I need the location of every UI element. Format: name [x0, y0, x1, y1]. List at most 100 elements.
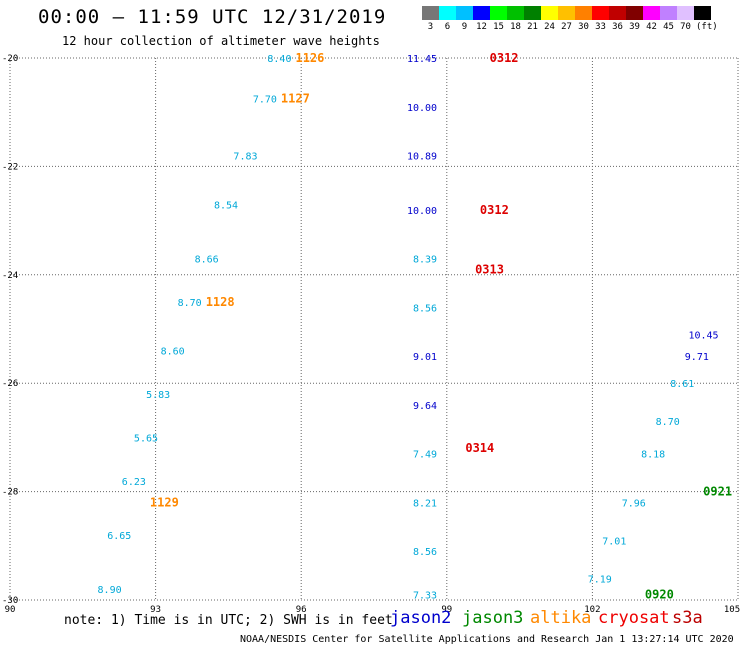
legend-label-14: 45: [663, 22, 674, 32]
wave-height-labels: 8.40 7.70 7.83 8.54 8.66 8.70 8.60 5.83 5.65 6.23…: [98, 51, 733, 602]
legend-swatch-12: [626, 6, 643, 20]
swh-label-jason2-6: 9.01: [413, 352, 437, 363]
swh-label-altika-2: 7.83: [233, 152, 257, 163]
swh-label-altika-9: 6.23: [122, 477, 146, 488]
swh-label-jason3-0: 10.45: [688, 330, 718, 341]
legend-swatch-9: [575, 6, 592, 20]
swh-label-altika-1: 7.70: [253, 95, 277, 106]
legend-label-8: 27: [561, 22, 572, 32]
y-tick-label-3: -26: [2, 379, 18, 389]
satellite-name-altika: altika: [530, 608, 592, 628]
y-tick-label-1: -22: [2, 162, 18, 172]
y-tick-label-4: -28: [2, 488, 18, 498]
time-tag-jason2-1: 0312: [480, 203, 509, 217]
swh-label-altika-7: 5.83: [146, 390, 170, 401]
swh-label-jason2-5: 8.56: [413, 303, 437, 314]
legend-label-0: 3: [427, 22, 434, 32]
time-tag-jason2-2: 0313: [475, 262, 504, 276]
swh-label-jason2-7: 9.64: [413, 401, 437, 412]
swh-label-jason3-1: 9.71: [685, 352, 709, 363]
legend-label-6: 21: [527, 22, 538, 32]
legend-swatch-14: [660, 6, 677, 20]
satellite-name-cryosat: cryosat: [598, 608, 670, 628]
legend-swatch-6: [524, 6, 541, 20]
y-tick-label-5: -30: [2, 596, 18, 606]
swh-label-altika-0: 8.40: [267, 54, 291, 65]
grid-lines: [9, 57, 739, 601]
y-tick-label-0: -20: [2, 54, 18, 64]
legend-unit: (ft): [696, 22, 718, 32]
legend-swatch-2: [456, 6, 473, 20]
legend-swatch-0: [422, 6, 439, 20]
swh-label-jason2-1: 10.00: [407, 103, 437, 114]
legend-label-5: 18: [510, 22, 521, 32]
swh-label-jason3-7: 7.19: [588, 574, 612, 585]
legend-swatch-1: [439, 6, 456, 20]
legend-swatch-16: [694, 6, 711, 20]
swh-label-jason2-10: 8.56: [413, 547, 437, 558]
swh-label-jason2-2: 10.89: [407, 152, 437, 163]
legend-label-13: 42: [646, 22, 657, 32]
legend-label-11: 36: [612, 22, 623, 32]
swh-label-jason2-11: 7.33: [413, 591, 437, 602]
legend-label-4: 15: [493, 22, 504, 32]
x-tick-label-1: 93: [150, 605, 161, 615]
swh-label-jason3-3: 8.70: [656, 417, 680, 428]
legend-swatch-7: [541, 6, 558, 20]
legend-swatch-11: [609, 6, 626, 20]
footer-credit: NOAA/NESDIS Center for Satellite Applica…: [240, 634, 734, 645]
legend-label-15: 70: [680, 22, 691, 32]
swh-label-jason2-3: 10.00: [407, 206, 437, 217]
legend-swatch-10: [592, 6, 609, 20]
x-tick-label-0: 90: [5, 605, 16, 615]
legend-label-12: 39: [629, 22, 640, 32]
legend-label-1: 6: [444, 22, 451, 32]
satellite-name-jason3: jason3: [462, 608, 524, 628]
time-tag-altika-2: 1128: [206, 295, 235, 309]
swh-label-jason3-2: 8.61: [670, 379, 694, 390]
legend-swatch-5: [507, 6, 524, 20]
swh-label-jason2-8: 7.49: [413, 450, 437, 461]
x-tick-label-5: 105: [724, 605, 740, 615]
legend-swatch-3: [473, 6, 490, 20]
y-tick-label-2: -24: [2, 271, 18, 281]
swh-label-altika-3: 8.54: [214, 200, 238, 211]
satellite-name-jason2: jason2: [390, 608, 452, 628]
color-legend-labels: 3 6 9 12 15 18 21 24 27 30 33 36 39 42 45 70 (ft): [422, 22, 718, 32]
swh-label-altika-6: 8.60: [161, 347, 185, 358]
time-tag-altika-3: 1129: [150, 495, 179, 509]
time-tag-jason3-0: 0921: [703, 485, 732, 499]
swh-label-altika-5: 8.70: [178, 298, 202, 309]
legend-label-2: 9: [461, 22, 468, 32]
x-tick-label-2: 96: [296, 605, 307, 615]
swh-label-jason2-4: 8.39: [413, 255, 437, 266]
legend-swatch-8: [558, 6, 575, 20]
swh-label-jason2-9: 8.21: [413, 498, 437, 509]
x-tick-label-4: 102: [584, 605, 600, 615]
chart-title: 00:00 – 11:59 UTC 12/31/2019: [38, 6, 387, 28]
legend-label-10: 33: [595, 22, 606, 32]
swh-label-altika-11: 8.90: [98, 585, 122, 596]
axis-tick-labels: 90 93 96 99 102 105 -20 -22 -24 -26 -28 -30: [2, 54, 740, 615]
swh-label-altika-4: 8.66: [195, 255, 219, 266]
time-tag-jason2-0: 0312: [490, 51, 519, 65]
legend-label-7: 24: [544, 22, 555, 32]
time-tag-altika-0: 1126: [295, 51, 324, 65]
swh-label-altika-10: 6.65: [107, 531, 131, 542]
time-tag-jason3-1: 0920: [645, 588, 674, 602]
swh-label-jason3-4: 8.18: [641, 450, 665, 461]
swh-label-altika-8: 5.65: [134, 433, 158, 444]
time-tag-jason2-3: 0314: [465, 441, 494, 455]
x-tick-label-3: 99: [441, 605, 452, 615]
chart-subtitle: 12 hour collection of altimeter wave hei…: [62, 34, 380, 48]
color-legend-bar: [422, 6, 711, 20]
legend-label-3: 12: [476, 22, 487, 32]
legend-swatch-4: [490, 6, 507, 20]
time-tag-altika-1: 1127: [281, 92, 310, 106]
swh-label-jason3-5: 7.96: [622, 498, 646, 509]
legend-label-9: 30: [578, 22, 589, 32]
chart-note: note: 1) Time is in UTC; 2) SWH is in fe…: [64, 613, 393, 628]
swh-label-jason2-0: 11.45: [407, 54, 437, 65]
legend-swatch-13: [643, 6, 660, 20]
